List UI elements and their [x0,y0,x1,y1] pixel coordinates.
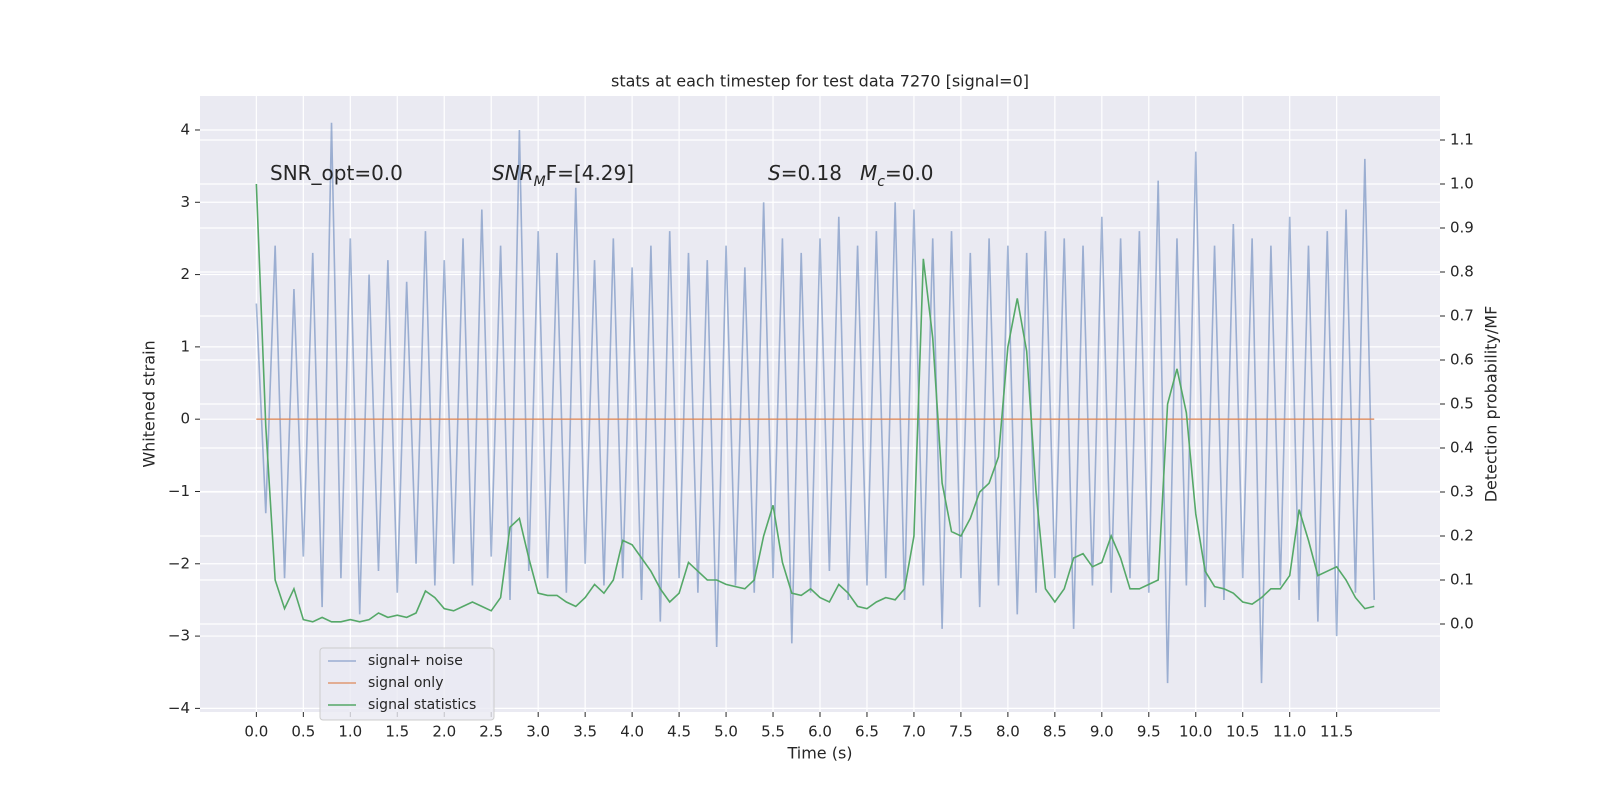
y2-tick-label: 0.7 [1450,307,1474,325]
x-tick-label: 11.0 [1273,723,1306,741]
y-tick-label: −3 [168,627,190,645]
chart-title: stats at each timestep for test data 727… [611,72,1029,91]
y-tick-label: 1 [180,337,190,355]
y-tick-label: −2 [168,554,190,572]
legend-label: signal only [368,675,443,691]
annotation-part: c [877,174,885,190]
y-tick-label: 0 [180,410,190,428]
x-tick-label: 2.0 [432,723,456,741]
annotation: SNR_opt=0.0 [270,161,403,185]
x-tick-label: 4.0 [620,723,644,741]
x-tick-label: 7.5 [949,723,973,741]
annotation-part: S [768,161,781,185]
legend-label: signal statistics [368,697,476,713]
legend: signal+ noise signal only signal statistic… [319,647,495,721]
x-tick-label: 10.0 [1179,723,1212,741]
y-axis-label: Whitened strain [140,340,159,467]
x-tick-label: 5.0 [714,723,738,741]
annotation-part: SNR [492,161,534,185]
x-tick-label: 0.0 [244,723,268,741]
annotation-part: SNR_opt=0.0 [270,161,403,185]
annotation-part: M [860,161,877,185]
y-tick-label: 4 [180,120,190,138]
y2-tick-label: 0.8 [1450,263,1474,281]
x-tick-label: 10.5 [1226,723,1259,741]
x-tick-label: 6.0 [808,723,832,741]
annotation-part: F=[4.29] [546,161,634,185]
y2-tick-label: 1.0 [1450,175,1474,193]
y2-tick-label: 0.6 [1450,351,1474,369]
y2-tick-label: 0.2 [1450,527,1474,545]
x-tick-label: 3.0 [526,723,550,741]
annotation-part: =0.18 [781,161,842,185]
series-line [255,183,1375,623]
y-tick-label: 3 [180,193,190,211]
x-tick-label: 3.5 [573,723,597,741]
y2-tick-label: 0.0 [1450,615,1474,633]
x-tick-label: 2.5 [479,723,503,741]
annotation: S=0.18 [768,161,842,185]
x-tick-label: 0.5 [291,723,315,741]
x-tick-label: 6.5 [855,723,879,741]
x-tick-label: 4.5 [667,723,691,741]
y2-tick-label: 0.9 [1450,219,1474,237]
annotation: Mc=0.0 [860,161,934,191]
y2-tick-label: 0.5 [1450,395,1474,413]
y2-tick-label: 0.4 [1450,439,1474,457]
annotation-part: M [534,174,546,190]
series-line [255,122,1376,684]
y2-axis-label: Detection probability/MF [1482,306,1501,503]
annotation: SNRMF=[4.29] [492,161,634,191]
x-axis-label: Time (s) [786,744,852,763]
x-tick-label: 5.5 [761,723,785,741]
y2-tick-label: 1.1 [1450,131,1474,149]
legend-box [319,647,495,721]
x-tick-label: 11.5 [1320,723,1353,741]
x-tick-label: 1.0 [338,723,362,741]
annotation-part: =0.0 [885,161,934,185]
y-tick-label: 2 [180,265,190,283]
x-tick-label: 9.0 [1090,723,1114,741]
x-tick-label: 8.0 [996,723,1020,741]
x-tick-label: 9.5 [1137,723,1161,741]
x-tick-label: 1.5 [385,723,409,741]
grid [200,96,1440,712]
x-tick-label: 8.5 [1043,723,1067,741]
y2-tick-label: 0.3 [1450,483,1474,501]
x-tick-label: 7.0 [902,723,926,741]
y2-tick-label: 0.1 [1450,571,1474,589]
y-tick-label: −1 [168,482,190,500]
legend-label: signal+ noise [368,653,463,669]
y-tick-label: −4 [168,699,190,717]
